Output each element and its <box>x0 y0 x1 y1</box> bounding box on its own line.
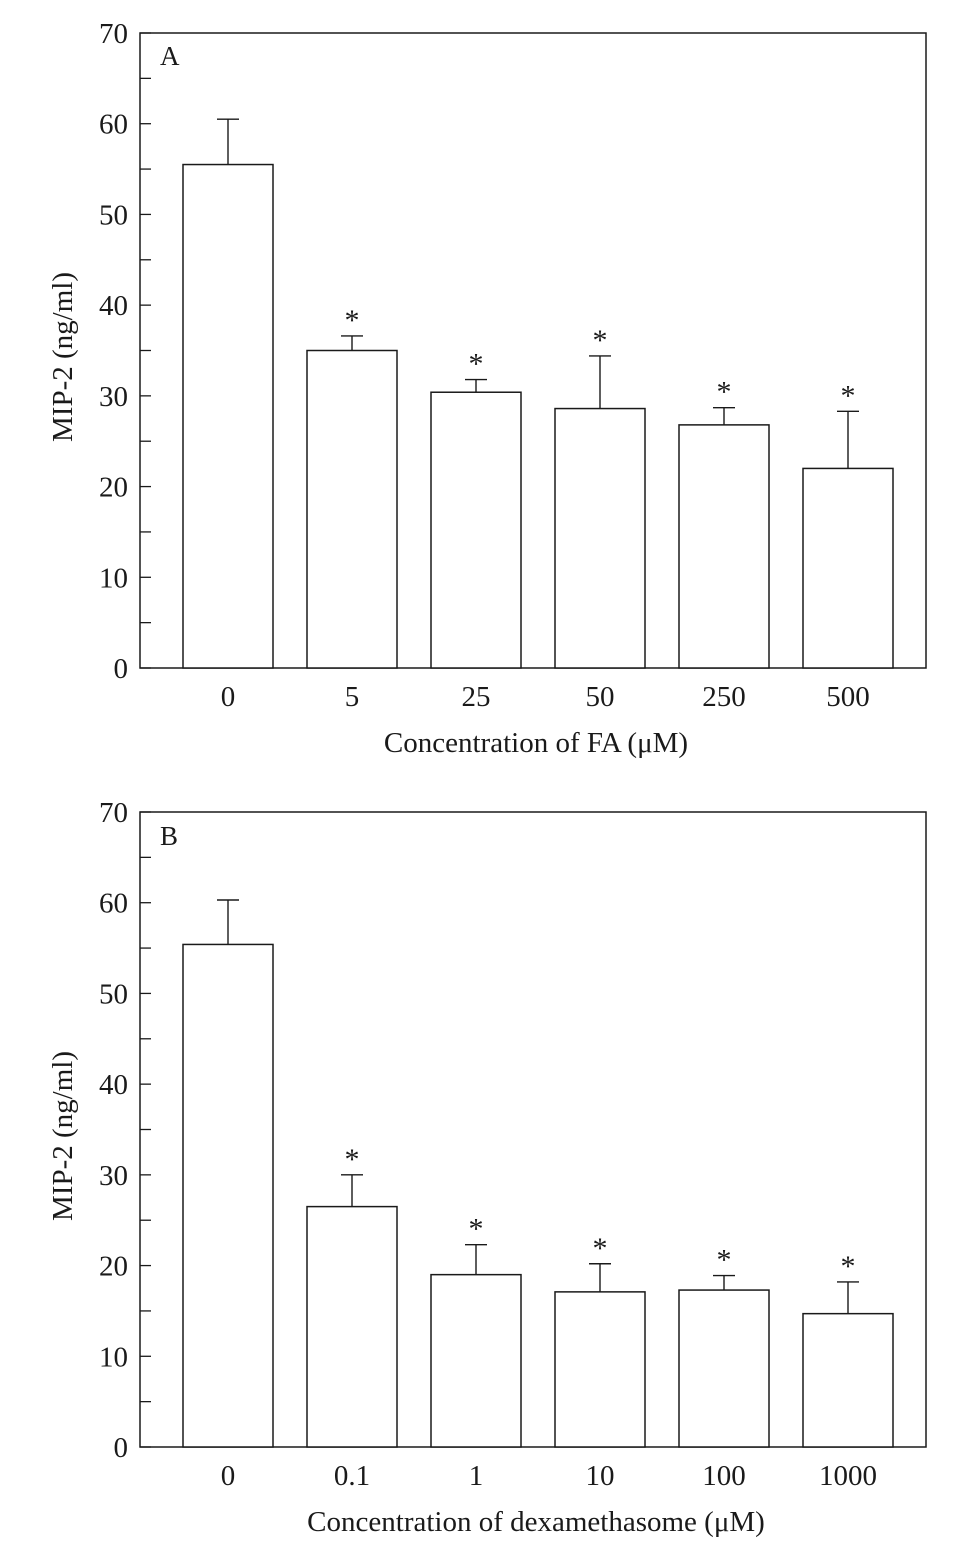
bar <box>554 407 646 669</box>
x-tick-label: 1 <box>469 1460 484 1492</box>
significance-marker: * <box>345 304 360 337</box>
y-tick-label: 70 <box>99 18 128 50</box>
bar <box>802 467 894 669</box>
y-tick-label: 30 <box>99 1160 128 1192</box>
y-tick-label: 70 <box>99 797 128 829</box>
bars: * * * * * <box>182 899 894 1448</box>
y-tick-label: 50 <box>99 978 128 1010</box>
y-tick-label: 10 <box>99 562 128 594</box>
bar <box>306 1205 398 1448</box>
significance-marker: * <box>717 1244 732 1277</box>
y-tick-label: 0 <box>114 653 129 685</box>
x-tick-label: 0 <box>221 1460 236 1492</box>
panel-label: A <box>160 41 180 71</box>
bar <box>182 943 274 1448</box>
chart-panel-a: A MIP-2 (ng/ml) Concentration of FA (μM)… <box>47 18 927 759</box>
y-axis-ticks: 0 10 20 30 40 50 60 70 <box>99 797 151 1464</box>
bar <box>678 424 770 669</box>
x-tick-label: 0.1 <box>334 1460 370 1492</box>
bar <box>430 1273 522 1448</box>
bar <box>182 163 274 669</box>
y-tick-label: 40 <box>99 1069 128 1101</box>
y-tick-label: 60 <box>99 109 128 141</box>
y-tick-label: 40 <box>99 290 128 322</box>
x-axis-ticks: 0 5 25 50 250 500 <box>221 681 870 713</box>
significance-marker: * <box>717 376 732 409</box>
bar <box>306 349 398 669</box>
significance-marker: * <box>841 379 856 412</box>
bar <box>802 1312 894 1448</box>
significance-marker: * <box>469 1213 484 1246</box>
y-tick-label: 20 <box>99 1251 128 1283</box>
x-tick-label: 100 <box>702 1460 746 1492</box>
bar <box>678 1289 770 1448</box>
x-tick-label: 25 <box>462 681 491 713</box>
y-tick-label: 20 <box>99 472 128 504</box>
y-tick-label: 50 <box>99 199 128 231</box>
y-tick-label: 30 <box>99 381 128 413</box>
x-tick-label: 1000 <box>819 1460 877 1492</box>
x-tick-label: 250 <box>702 681 746 713</box>
significance-marker: * <box>469 348 484 381</box>
bars: * * * * * <box>182 118 894 669</box>
panel-label: B <box>160 821 178 851</box>
x-tick-label: 500 <box>826 681 870 713</box>
x-axis-ticks: 0 0.1 1 10 100 1000 <box>221 1460 877 1492</box>
significance-marker: * <box>593 324 608 357</box>
y-axis-label: MIP-2 (ng/ml) <box>47 1051 79 1221</box>
significance-marker: * <box>345 1143 360 1176</box>
x-axis-label: Concentration of dexamethasome (μM) <box>307 1506 765 1538</box>
y-tick-label: 0 <box>114 1432 129 1464</box>
bar <box>430 391 522 669</box>
x-tick-label: 5 <box>345 681 360 713</box>
x-tick-label: 0 <box>221 681 236 713</box>
y-axis-label: MIP-2 (ng/ml) <box>47 272 79 442</box>
significance-marker: * <box>841 1250 856 1283</box>
x-tick-label: 50 <box>586 681 615 713</box>
x-tick-label: 10 <box>586 1460 615 1492</box>
significance-marker: * <box>593 1232 608 1265</box>
y-tick-label: 60 <box>99 888 128 920</box>
x-axis-label: Concentration of FA (μM) <box>384 727 688 759</box>
chart-panel-b: B MIP-2 (ng/ml) Concentration of dexamet… <box>47 797 927 1538</box>
y-axis-ticks: 0 10 20 30 40 50 60 70 <box>99 18 151 685</box>
y-tick-label: 10 <box>99 1341 128 1373</box>
bar <box>554 1291 646 1448</box>
